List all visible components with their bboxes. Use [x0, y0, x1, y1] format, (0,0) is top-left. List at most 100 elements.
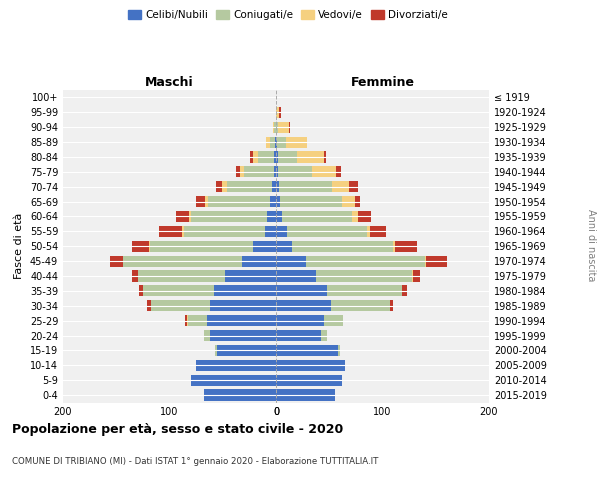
Bar [203, 330, 210, 341]
Bar [272, 181, 276, 192]
Bar [253, 152, 258, 162]
Bar [188, 211, 191, 222]
Bar [312, 166, 335, 177]
Bar [151, 240, 253, 252]
Bar [276, 181, 279, 192]
Bar [225, 270, 276, 281]
Bar [276, 136, 277, 147]
Bar [324, 315, 343, 326]
Bar [215, 345, 217, 356]
Bar [289, 122, 290, 133]
Bar [355, 196, 360, 207]
Bar [412, 270, 413, 281]
Bar [274, 152, 276, 162]
Bar [137, 270, 225, 281]
Bar [176, 211, 188, 222]
Bar [287, 226, 367, 237]
Bar [413, 270, 420, 281]
Bar [276, 256, 306, 266]
Bar [316, 270, 412, 281]
Bar [276, 315, 324, 326]
Bar [278, 122, 289, 133]
Bar [191, 211, 268, 222]
Bar [203, 390, 276, 400]
Bar [395, 240, 416, 252]
Bar [401, 286, 407, 296]
Bar [208, 196, 269, 207]
Bar [139, 286, 143, 296]
Bar [274, 122, 276, 133]
Bar [279, 106, 281, 118]
Bar [269, 136, 275, 147]
Bar [276, 300, 331, 312]
Bar [236, 166, 240, 177]
Bar [214, 286, 276, 296]
Bar [276, 360, 345, 371]
Text: Popolazione per età, sesso e stato civile - 2020: Popolazione per età, sesso e stato civil… [12, 422, 343, 436]
Bar [390, 300, 393, 312]
Bar [242, 256, 276, 266]
Bar [277, 136, 286, 147]
Bar [276, 374, 342, 386]
Bar [324, 152, 326, 162]
Bar [207, 315, 276, 326]
Bar [358, 211, 371, 222]
Y-axis label: Fasce di età: Fasce di età [14, 213, 24, 280]
Bar [227, 181, 272, 192]
Bar [188, 315, 207, 326]
Bar [276, 166, 278, 177]
Bar [352, 211, 358, 222]
Bar [266, 136, 269, 147]
Bar [276, 106, 279, 118]
Bar [276, 240, 292, 252]
Bar [370, 226, 386, 237]
Bar [393, 240, 395, 252]
Bar [306, 256, 425, 266]
Bar [244, 166, 274, 177]
Bar [278, 152, 298, 162]
Bar [151, 300, 210, 312]
Bar [217, 345, 276, 356]
Bar [185, 315, 187, 326]
Bar [143, 286, 214, 296]
Bar [210, 330, 276, 341]
Bar [286, 136, 307, 147]
Bar [292, 240, 393, 252]
Bar [276, 122, 278, 133]
Bar [349, 181, 358, 192]
Bar [275, 136, 276, 147]
Bar [265, 226, 276, 237]
Bar [335, 166, 341, 177]
Bar [184, 226, 265, 237]
Bar [110, 256, 122, 266]
Bar [367, 226, 370, 237]
Bar [147, 300, 151, 312]
Bar [274, 166, 276, 177]
Bar [276, 330, 321, 341]
Bar [217, 181, 221, 192]
Title: Maschi: Maschi [145, 76, 194, 89]
Text: Anni di nascita: Anni di nascita [586, 209, 596, 281]
Bar [276, 286, 327, 296]
Bar [221, 181, 227, 192]
Bar [196, 196, 205, 207]
Bar [283, 211, 352, 222]
Bar [321, 330, 327, 341]
Bar [268, 211, 276, 222]
Bar [187, 315, 188, 326]
Text: COMUNE DI TRIBIANO (MI) - Dati ISTAT 1° gennaio 2020 - Elaborazione TUTTITALIA.I: COMUNE DI TRIBIANO (MI) - Dati ISTAT 1° … [12, 458, 379, 466]
Bar [240, 166, 244, 177]
Bar [191, 374, 276, 386]
Bar [205, 196, 208, 207]
Bar [331, 300, 390, 312]
Bar [279, 181, 332, 192]
Legend: Celibi/Nubili, Coniugati/e, Vedovi/e, Divorziati/e: Celibi/Nubili, Coniugati/e, Vedovi/e, Di… [124, 6, 452, 25]
Bar [276, 390, 335, 400]
Bar [338, 345, 340, 356]
Bar [273, 122, 274, 133]
Bar [132, 240, 149, 252]
Bar [149, 240, 151, 252]
Bar [298, 152, 324, 162]
Bar [327, 286, 401, 296]
Bar [332, 181, 349, 192]
